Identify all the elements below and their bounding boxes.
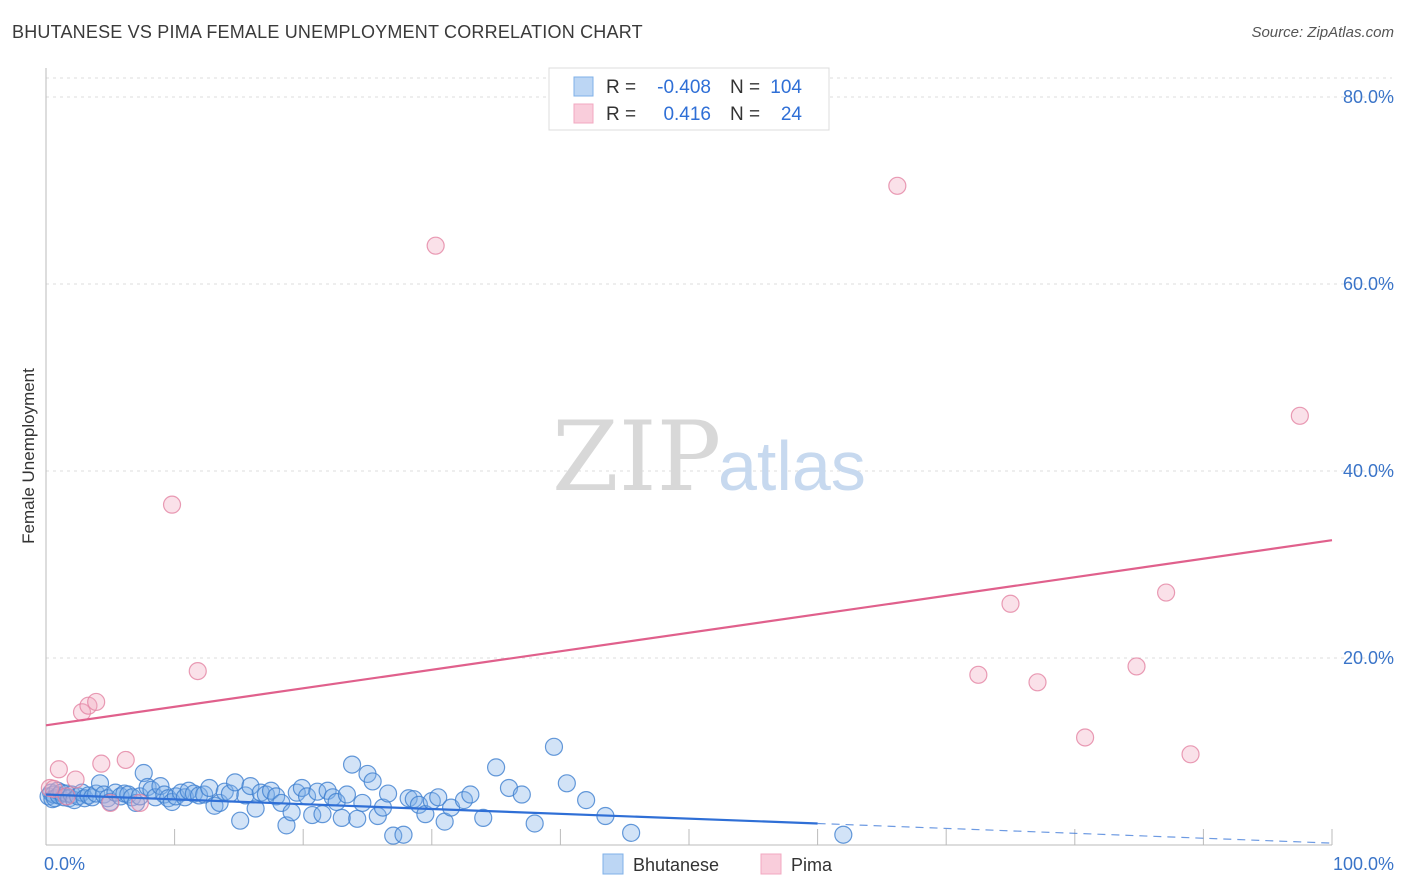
data-point-pima [188, 661, 207, 681]
data-point-bhutanese [512, 785, 531, 804]
y-axis-label: Female Unemployment [19, 368, 38, 544]
legend-r-value: 0.416 [663, 104, 711, 125]
data-point-bhutanese [337, 785, 357, 804]
data-point-pima [1290, 406, 1309, 425]
data-point-bhutanese [342, 755, 362, 774]
data-point-bhutanese [332, 808, 351, 827]
data-point-pima [426, 236, 445, 255]
data-point-bhutanese [834, 825, 853, 844]
stats-legend: R = -0.408 N = 104 R = 0.416 N = 24 [548, 67, 830, 131]
bottom-legend-swatch-pima [760, 853, 782, 875]
data-point-bhutanese [313, 805, 332, 824]
series-legend: Bhutanese Pima [602, 853, 833, 875]
data-point-pima [888, 176, 907, 195]
legend-n-value: 24 [781, 104, 803, 125]
y-tick-label: 20.0% [1343, 648, 1394, 668]
data-point-bhutanese [394, 825, 413, 844]
data-point-pima [49, 760, 68, 779]
series-bhutanese [39, 737, 853, 845]
data-point-pima [87, 692, 106, 712]
data-point-pima [116, 750, 135, 770]
data-point-pima [1127, 657, 1146, 676]
legend-r-label: R = [606, 77, 636, 98]
series-pima [40, 176, 1309, 813]
data-point-bhutanese [87, 784, 106, 803]
data-point-bhutanese [282, 803, 301, 822]
data-point-bhutanese [353, 793, 372, 813]
data-point-bhutanese [130, 787, 149, 806]
bottom-legend-swatch-bhutanese [602, 853, 624, 875]
bottom-legend-label-pima: Pima [791, 855, 833, 875]
data-point-bhutanese [90, 774, 110, 793]
legend-n-value: 104 [770, 77, 802, 98]
data-point-pima [1028, 673, 1047, 692]
data-point-bhutanese [487, 758, 506, 777]
trendline-extension-bhutanese [817, 822, 1333, 844]
y-tick-label: 60.0% [1343, 274, 1394, 294]
data-point-bhutanese [348, 809, 367, 828]
bottom-legend-label-bhutanese: Bhutanese [633, 855, 719, 875]
data-point-bhutanese [363, 772, 382, 791]
data-point-bhutanese [461, 785, 480, 804]
y-tick-label: 80.0% [1343, 87, 1394, 107]
data-point-pima [1181, 745, 1200, 764]
data-point-bhutanese [225, 773, 245, 792]
legend-n-label: N = [730, 104, 760, 125]
data-point-pima [92, 754, 111, 773]
data-point-bhutanese [236, 786, 255, 805]
grid-lines [46, 77, 1392, 659]
data-point-bhutanese [134, 763, 153, 783]
trendline-pima [45, 539, 1333, 727]
trendline-bhutanese [45, 793, 818, 825]
data-point-bhutanese [525, 814, 544, 833]
data-point-bhutanese [577, 791, 596, 810]
data-point-bhutanese [378, 784, 398, 803]
data-point-bhutanese [261, 781, 281, 800]
legend-swatch-pima [573, 103, 594, 124]
data-point-bhutanese [399, 789, 418, 808]
data-point-pima [1001, 594, 1020, 613]
data-point-bhutanese [544, 737, 564, 756]
chart-title: BHUTANESE VS PIMA FEMALE UNEMPLOYMENT CO… [12, 22, 643, 42]
x-axis-ticks [174, 829, 1333, 845]
data-point-bhutanese [241, 776, 260, 796]
trend-lines [45, 539, 1333, 844]
legend-n-label: N = [730, 77, 760, 98]
data-point-pima [66, 770, 85, 789]
data-point-pima [969, 665, 988, 684]
data-point-bhutanese [622, 823, 641, 842]
source-credit: Source: ZipAtlas.com [1251, 24, 1394, 41]
watermark-atlas: atlas [718, 427, 866, 505]
data-point-pima [1075, 728, 1095, 747]
data-point-bhutanese [474, 808, 493, 827]
legend-r-value: -0.408 [657, 77, 711, 98]
data-point-bhutanese [429, 788, 448, 807]
legend-r-label: R = [606, 104, 636, 125]
y-tick-labels: 20.0% 40.0% 60.0% 80.0% [1343, 87, 1394, 668]
y-tick-label: 40.0% [1343, 461, 1394, 481]
legend-swatch-bhutanese [573, 76, 594, 97]
data-point-bhutanese [557, 774, 576, 793]
data-point-bhutanese [231, 811, 250, 830]
data-point-pima [101, 793, 120, 813]
x-tick-label-min: 0.0% [44, 854, 85, 874]
x-tick-label-max: 100.0% [1333, 854, 1394, 874]
data-point-pima [162, 495, 182, 514]
data-point-bhutanese [200, 778, 219, 798]
watermark-zip: ZIP [552, 401, 721, 513]
data-point-pima [1157, 583, 1176, 602]
legend-box [548, 67, 830, 131]
